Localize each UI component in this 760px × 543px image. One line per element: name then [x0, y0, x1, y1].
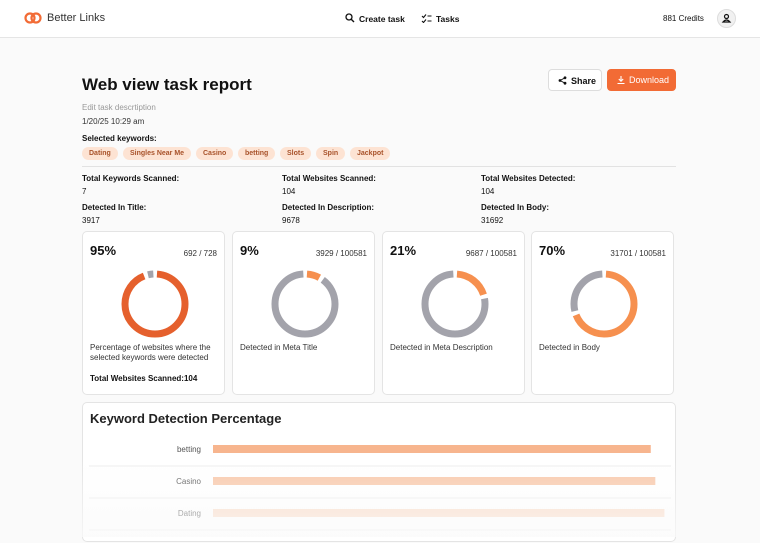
header: Better Links Create task Tasks 881 Credi… — [0, 0, 760, 38]
donut — [421, 270, 489, 338]
date: 1/20/25 10:29 am — [82, 117, 145, 126]
donut-ring — [121, 270, 189, 338]
keyword-chip: Slots — [280, 147, 312, 160]
keyword-chart: betting Casino Dating — [89, 445, 671, 531]
donut-arc — [570, 270, 638, 338]
donut-rest — [421, 270, 489, 338]
category-label: betting — [177, 445, 201, 454]
keyword-chip: Casino — [196, 147, 234, 160]
stat-card: 21% 9687 / 100581 Detected in Meta Descrip… — [382, 231, 525, 395]
percent: 70% — [539, 243, 566, 258]
stat-label: Detected In Body: — [481, 203, 550, 212]
percent: 9% — [240, 243, 259, 258]
download-label: Download — [629, 75, 670, 85]
keyword-chip: Dating — [82, 147, 118, 160]
bar — [213, 509, 665, 517]
stat-value: 31692 — [481, 216, 504, 225]
stat-value: 7 — [82, 187, 87, 196]
category-label: Dating — [178, 509, 201, 518]
keyword-chip: Jackpot — [350, 147, 391, 160]
stat-label: Total Websites Scanned: — [282, 174, 376, 183]
ratio: 3929 / 100581 — [315, 249, 367, 258]
donut-arc — [121, 270, 189, 338]
description[interactable]: Edit task descrtiption — [82, 103, 156, 112]
share-icon — [558, 76, 567, 85]
nav-link[interactable]: Create task — [359, 14, 405, 24]
stat-card: 95% 692 / 728 Percentage of websites where… — [82, 231, 225, 395]
share-button[interactable]: Share — [548, 69, 602, 91]
tasks-icon — [421, 14, 432, 23]
stat-card: 9% 3929 / 100581 Detected in Meta Title — [232, 231, 375, 395]
stat-label: Detected In Description: — [282, 203, 375, 212]
divider — [82, 166, 676, 167]
donut-ring — [271, 270, 339, 338]
card-caption: Percentage of websites where the selecte… — [90, 343, 211, 362]
donut — [570, 270, 638, 338]
chart-title: Keyword Detection Percentage — [90, 411, 282, 426]
stat-label: Total Keywords Scanned: — [82, 174, 180, 183]
donut-rest — [271, 270, 339, 338]
category-label: Casino — [176, 477, 201, 486]
credits: 881 Credits — [663, 14, 704, 23]
card-caption: Detected in Body — [539, 343, 600, 352]
share-label: Share — [571, 76, 597, 86]
card-caption: Detected in Meta Description — [390, 343, 493, 352]
donut-ring — [570, 270, 638, 338]
bar — [213, 445, 651, 453]
keyword-chip: Singles Near Me — [123, 147, 192, 160]
user-button[interactable] — [717, 9, 736, 28]
stat-label: Detected In Title: — [82, 203, 147, 212]
percent: 21% — [390, 243, 417, 258]
card-footer: Total Websites Scanned:104 — [90, 374, 198, 383]
keyword-chart-card: Keyword Detection Percentage betting Casi… — [82, 402, 676, 542]
keywords-label: Selected keywords: — [82, 134, 157, 143]
percent: 95% — [90, 243, 117, 258]
stat-value: 3917 — [82, 216, 100, 225]
keyword-chip: betting — [238, 147, 276, 160]
donut — [271, 270, 339, 338]
stat-value: 104 — [481, 187, 495, 196]
nav-link[interactable]: Tasks — [436, 14, 460, 24]
donut-ring — [421, 270, 489, 338]
ratio: 31701 / 100581 — [610, 249, 666, 258]
brand: Better Links — [47, 12, 106, 24]
stat-label: Total Websites Detected: — [481, 174, 576, 183]
ratio: 692 / 728 — [183, 249, 217, 258]
download-icon — [617, 76, 625, 84]
stat-card: 70% 31701 / 100581 Detected in Body — [531, 231, 674, 395]
ratio: 9687 / 100581 — [465, 249, 517, 258]
donut-rest — [570, 270, 638, 338]
report-title: Web view task report — [82, 75, 252, 94]
stat-value: 9678 — [282, 216, 300, 225]
bar — [213, 477, 656, 485]
donut — [121, 270, 189, 338]
download-button[interactable]: Download — [607, 69, 676, 91]
card-caption: Detected in Meta Title — [240, 343, 318, 352]
search-icon — [345, 13, 355, 23]
logo — [24, 12, 42, 24]
keyword-chip: Spin — [316, 147, 346, 160]
stat-value: 104 — [282, 187, 296, 196]
